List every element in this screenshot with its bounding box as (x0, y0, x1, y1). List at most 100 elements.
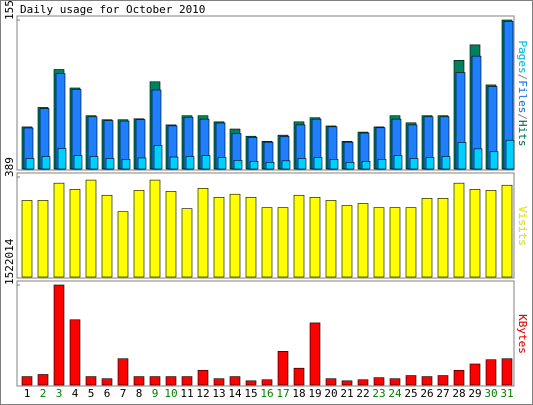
bar (149, 376, 161, 386)
bar (313, 157, 323, 170)
bar (197, 188, 209, 278)
bar (21, 200, 33, 278)
bar (133, 376, 145, 386)
bar (245, 380, 257, 386)
legend-separator: / (516, 113, 529, 120)
x-tick-label: 3 (56, 387, 63, 400)
x-tick-label: 12 (196, 387, 209, 400)
bar (101, 194, 113, 278)
legend: Pages/Files/Hits (516, 41, 529, 147)
x-tick-label: 9 (152, 387, 159, 400)
bar (437, 198, 449, 278)
bar (425, 157, 435, 170)
bar (293, 367, 305, 386)
bar (377, 159, 387, 170)
bar (469, 189, 481, 278)
bar (293, 194, 305, 278)
legend-entry: Hits (516, 120, 529, 147)
bar (85, 376, 97, 386)
bar (85, 179, 97, 278)
bar (233, 160, 243, 170)
bar (41, 156, 51, 170)
bar (21, 376, 33, 386)
bar (329, 159, 339, 170)
x-tick-label: 4 (72, 387, 79, 400)
bar (117, 211, 129, 278)
bar (133, 190, 145, 278)
chart-title: Daily usage for October 2010 (20, 3, 205, 16)
bar (197, 369, 209, 386)
bar (457, 142, 467, 170)
bar (137, 157, 147, 170)
x-tick-label: 10 (164, 387, 177, 400)
bar (281, 160, 291, 170)
bar (25, 158, 35, 170)
bar (357, 203, 369, 278)
x-tick-label: 5 (88, 387, 95, 400)
x-tick-label: 31 (500, 387, 513, 400)
x-tick-label: 2 (40, 387, 47, 400)
bar (389, 207, 401, 278)
bar (393, 155, 403, 170)
bar (153, 145, 163, 170)
x-tick-label: 17 (276, 387, 289, 400)
bar (249, 161, 259, 170)
bar (345, 161, 355, 170)
bar (297, 158, 307, 170)
bar (69, 319, 81, 386)
x-tick-label: 20 (324, 387, 337, 400)
bar (357, 379, 369, 386)
x-tick-label: 18 (292, 387, 305, 400)
bar (453, 182, 465, 278)
bar (57, 148, 67, 170)
bar (309, 197, 321, 278)
bar (101, 378, 113, 386)
bar (73, 155, 83, 170)
x-tick-label: 28 (452, 387, 465, 400)
bar (421, 198, 433, 278)
x-tick-label: 7 (120, 387, 127, 400)
bar (437, 375, 449, 386)
x-tick-label: 6 (104, 387, 111, 400)
bar (229, 193, 241, 278)
legend-entry: KBytes (516, 314, 529, 354)
bar (121, 159, 131, 170)
bar (441, 156, 451, 170)
bar (277, 350, 289, 386)
bar (473, 148, 483, 170)
x-tick-label: 8 (136, 387, 143, 400)
x-tick-label: 29 (468, 387, 481, 400)
bar (389, 378, 401, 386)
bar (261, 207, 273, 278)
bar (53, 182, 65, 278)
bar (261, 379, 273, 386)
x-tick-label: 1 (24, 387, 31, 400)
bar (361, 161, 371, 170)
legend: KBytes (516, 314, 529, 354)
bar (185, 156, 195, 170)
legend-entry: Files (516, 80, 529, 113)
bar (405, 375, 417, 386)
bar (501, 184, 513, 278)
bar (53, 284, 65, 386)
x-tick-label: 30 (484, 387, 497, 400)
bar (373, 207, 385, 278)
bar (489, 151, 499, 170)
bar (341, 205, 353, 278)
bar (501, 358, 513, 386)
bar (309, 322, 321, 386)
x-tick-label: 15 (244, 387, 257, 400)
bar (37, 200, 49, 278)
x-tick-label: 27 (436, 387, 449, 400)
bar (485, 359, 497, 386)
x-tick-label: 22 (356, 387, 369, 400)
bar (89, 156, 99, 170)
legend-entry: Visits (516, 206, 529, 246)
x-tick-label: 24 (388, 387, 402, 400)
bar (453, 369, 465, 386)
bar (213, 197, 225, 278)
x-tick-label: 26 (420, 387, 433, 400)
x-tick-label: 14 (228, 387, 242, 400)
bar (69, 189, 81, 278)
y-tick-label: 1522014 (3, 238, 16, 285)
